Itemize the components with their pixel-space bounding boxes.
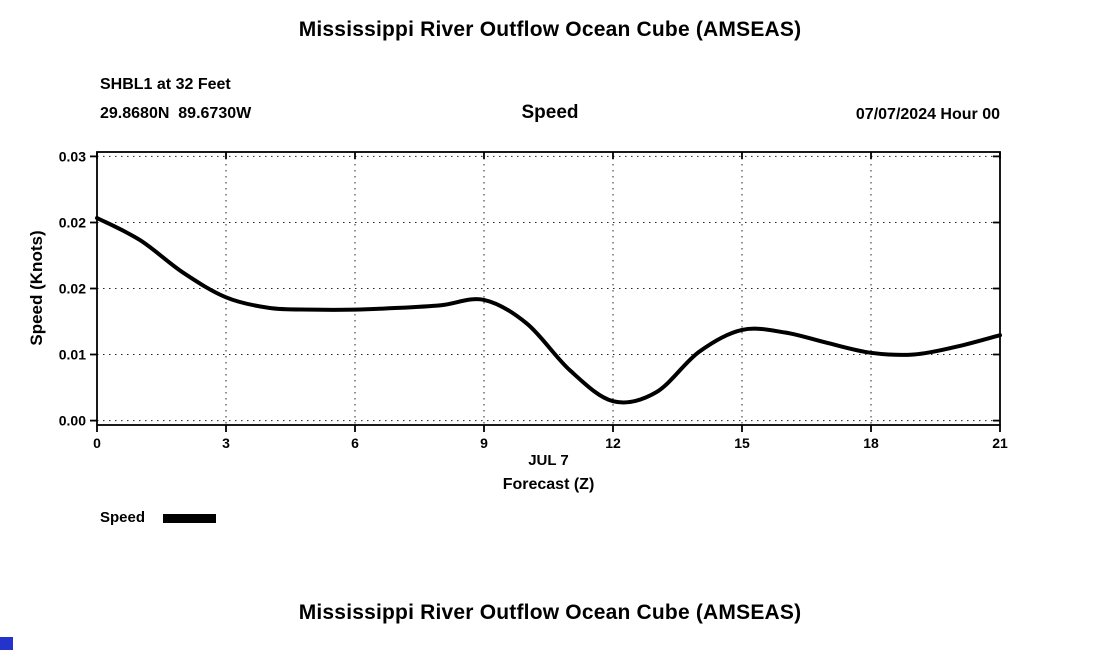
axis-ticks: 0 3 6 9 12 15 18 21 0.00 0.01 0.02 0.02 0.03 <box>59 148 1008 451</box>
y-tick-label: 0.02 <box>59 215 86 231</box>
station-label: SHBL1 at 32 Feet <box>100 76 231 93</box>
corner-accent-square <box>0 637 13 650</box>
speed-line <box>95 216 1002 405</box>
gridlines <box>97 152 1000 425</box>
x-tick-label: 6 <box>351 435 359 451</box>
x-axis-label: Forecast (Z) <box>502 476 595 493</box>
page-title-bottom: Mississippi River Outflow Ocean Cube (AM… <box>298 601 802 624</box>
y-tick-label: 0.02 <box>59 281 86 297</box>
x-tick-label: 18 <box>863 435 879 451</box>
page-title-top: Mississippi River Outflow Ocean Cube (AM… <box>298 18 802 41</box>
y-tick-label: 0.03 <box>59 148 86 164</box>
coordinates-label: 29.8680N 89.6730W <box>100 105 252 122</box>
x-tick-label: 21 <box>992 435 1008 451</box>
forecast-datetime-label: 07/07/2024 Hour 00 <box>855 106 1000 123</box>
x-tick-label: 3 <box>222 435 230 451</box>
x-tick-label: 12 <box>605 435 621 451</box>
legend-label: Speed <box>100 509 146 526</box>
x-axis-date-label: JUL 7 <box>528 452 569 469</box>
chart-title: Speed <box>521 102 579 123</box>
y-tick-label: 0.00 <box>59 413 86 429</box>
legend-swatch <box>163 514 216 523</box>
x-tick-label: 9 <box>480 435 488 451</box>
x-tick-label: 0 <box>93 435 101 451</box>
y-tick-label: 0.01 <box>59 347 86 363</box>
x-tick-label: 15 <box>734 435 750 451</box>
